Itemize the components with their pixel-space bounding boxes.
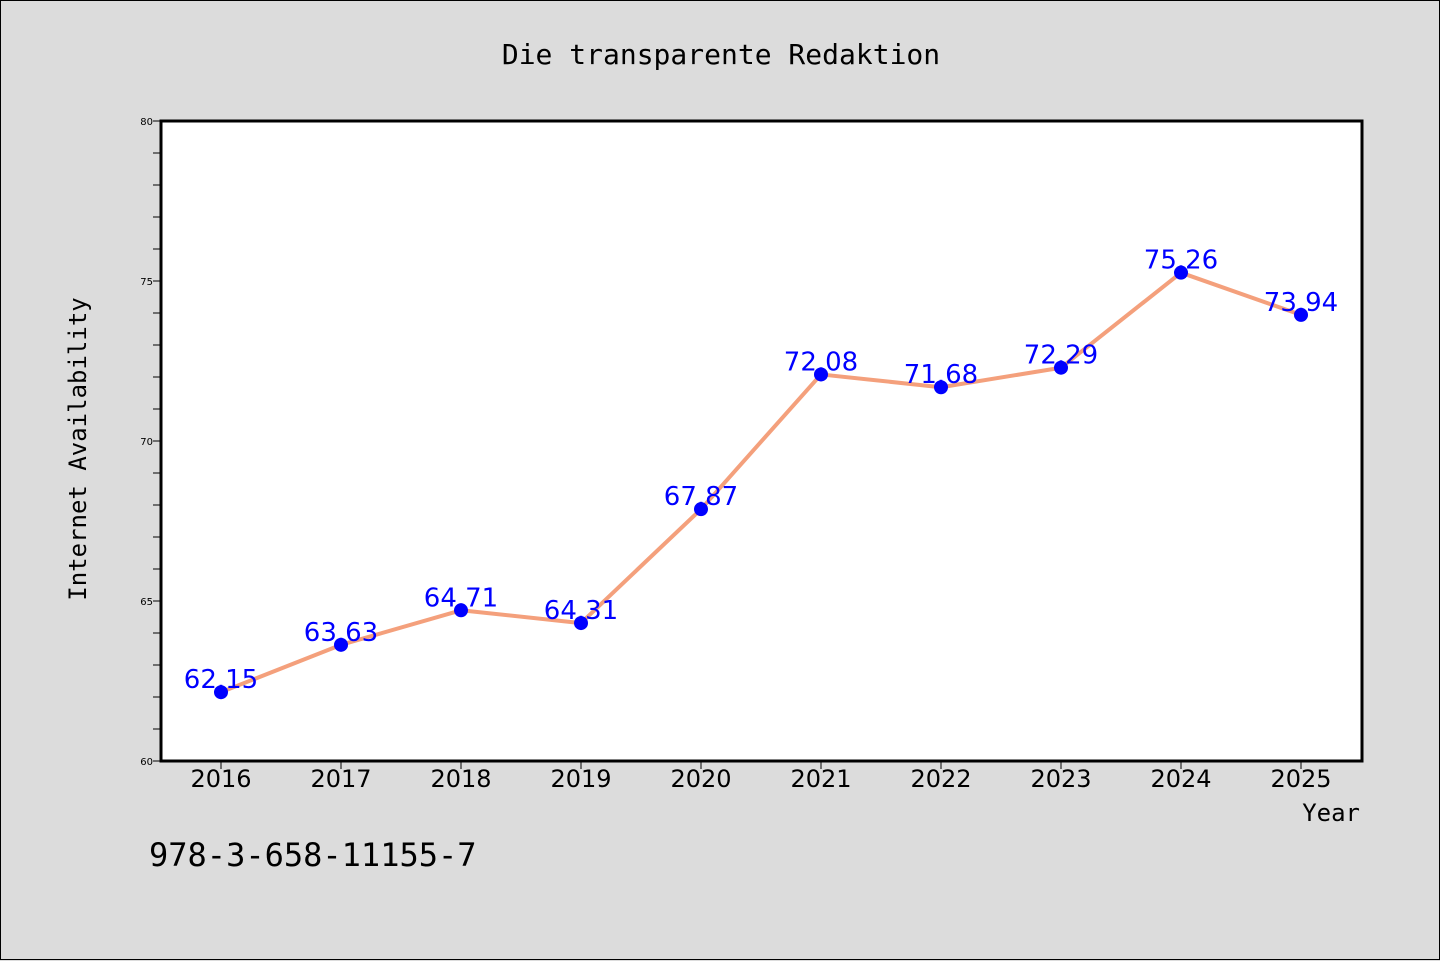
y-tick-label: 80	[140, 117, 153, 128]
data-label: 64.71	[424, 583, 498, 613]
data-point	[814, 367, 828, 382]
chart-title: Die transparente Redaktion	[502, 38, 940, 71]
x-tick-label: 2021	[790, 765, 851, 793]
data-point	[1054, 360, 1068, 375]
y-tick-label: 75	[140, 277, 153, 288]
x-tick-label: 2020	[670, 765, 731, 793]
data-point	[934, 380, 948, 395]
x-axis-label: Year	[1302, 799, 1360, 827]
data-point	[574, 616, 588, 631]
isbn-text: 978-3-658-11155-7	[149, 836, 477, 874]
x-tick-label: 2025	[1270, 765, 1331, 793]
y-axis-label: Internet Availability	[64, 297, 92, 600]
data-point	[334, 637, 348, 652]
data-label: 72.08	[784, 347, 858, 377]
y-tick-label: 60	[140, 757, 153, 768]
x-axis: 2016 2017 2018 2019 2020 2021 2022 2023 2024 2025	[190, 761, 1332, 793]
x-tick-label: 2022	[910, 765, 971, 793]
data-label: 72.29	[1024, 341, 1098, 371]
data-label: 64.31	[544, 596, 618, 626]
data-point	[1294, 307, 1308, 322]
y-tick-label: 65	[140, 597, 153, 608]
x-tick-label: 2017	[310, 765, 371, 793]
series-group: 62.15 63.63 64.71 64.31 67.87 72.08 71.68 72.29…	[184, 246, 1338, 700]
series-line	[220, 270, 1302, 695]
data-label: 67.87	[664, 482, 738, 512]
x-tick-label: 2016	[190, 765, 251, 793]
data-point	[454, 603, 468, 618]
y-tick-label: 70	[140, 437, 153, 448]
data-label: 73.94	[1264, 288, 1338, 318]
data-point	[694, 502, 708, 517]
y-axis: 60 65 70 75 80	[140, 117, 161, 768]
data-label: 63.63	[304, 618, 378, 648]
x-tick-label: 2018	[430, 765, 491, 793]
data-point	[214, 685, 228, 700]
x-tick-label: 2019	[550, 765, 611, 793]
data-label: 71.68	[904, 360, 978, 390]
x-tick-label: 2024	[1150, 765, 1211, 793]
data-label: 75.26	[1144, 246, 1218, 276]
data-point	[1174, 265, 1188, 280]
x-tick-label: 2023	[1030, 765, 1091, 793]
data-label: 62.15	[184, 665, 258, 695]
